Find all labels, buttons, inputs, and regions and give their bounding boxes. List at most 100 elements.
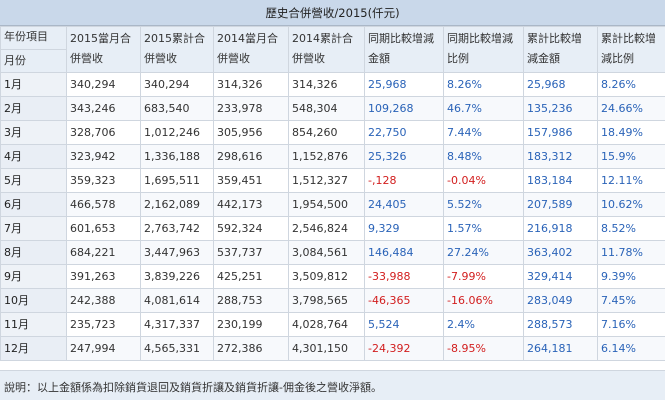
table-body: 1月 340,294 340,294 314,326 314,326 25,968 8.26… [0,72,665,361]
cell-yoy-amount: -,128 [364,168,444,193]
header-text-line2: 併營收 [217,52,250,65]
cell-2015-monthly: 601,653 [66,216,141,241]
cell-yoy-amount: 5,524 [364,312,444,337]
cell-yoy-ratio: -8.95% [443,336,524,361]
cell-cum-ratio: 8.52% [597,216,665,241]
cell-yoy-amount: -46,365 [364,288,444,313]
cell-month: 1月 [0,72,67,97]
cell-2014-monthly: 230,199 [213,312,289,337]
cell-yoy-ratio: 27.24% [443,240,524,265]
cell-month: 4月 [0,144,67,169]
header-year-item: 年份項目 月份 [0,26,67,73]
header-text-line1: 2014累計合 [292,32,353,45]
cell-yoy-ratio: -0.04% [443,168,524,193]
cell-month: 8月 [0,240,67,265]
header-text-line1: 同期比較增減 [368,32,434,45]
table-row: 2月 343,246 683,540 233,978 548,304 109,268 46.… [0,96,665,121]
header-text-line2: 比例 [447,52,469,65]
table-row: 3月 328,706 1,012,246 305,956 854,260 22,750 7.… [0,120,665,145]
cell-cum-amount: 264,181 [523,336,598,361]
header-2014-cumulative: 2014累計合 併營收 [288,26,365,73]
header-yoy-amount: 同期比較增減 金額 [364,26,444,73]
cell-2015-cumulative: 3,839,226 [140,264,214,289]
header-2014-monthly: 2014當月合 併營收 [213,26,289,73]
header-text-line1: 同期比較增減 [447,32,513,45]
cell-cum-ratio: 7.45% [597,288,665,313]
cell-2015-cumulative: 1,695,511 [140,168,214,193]
header-cum-ratio: 累計比較增 減比例 [597,26,665,73]
cell-2014-monthly: 359,451 [213,168,289,193]
cell-cum-ratio: 7.16% [597,312,665,337]
header-text-line2: 減金額 [527,52,560,65]
table-row: 10月 242,388 4,081,614 288,753 3,798,565 -46,3… [0,288,665,313]
cell-2014-cumulative: 1,152,876 [288,144,365,169]
cell-cum-ratio: 18.49% [597,120,665,145]
cell-2015-monthly: 391,263 [66,264,141,289]
cell-month: 12月 [0,336,67,361]
cell-2014-monthly: 305,956 [213,120,289,145]
cell-2015-cumulative: 4,565,331 [140,336,214,361]
cell-month: 6月 [0,192,67,217]
cell-yoy-ratio: 1.57% [443,216,524,241]
cell-2015-monthly: 328,706 [66,120,141,145]
cell-2015-monthly: 242,388 [66,288,141,313]
cell-2015-monthly: 466,578 [66,192,141,217]
cell-cum-ratio: 12.11% [597,168,665,193]
table-row: 8月 684,221 3,447,963 537,737 3,084,561 146,48… [0,240,665,265]
cell-2014-monthly: 298,616 [213,144,289,169]
header-text-line2: 減比例 [601,52,634,65]
cell-2015-cumulative: 2,763,742 [140,216,214,241]
cell-cum-amount: 135,236 [523,96,598,121]
cell-2015-cumulative: 3,447,963 [140,240,214,265]
cell-yoy-ratio: 8.26% [443,72,524,97]
header-yoy-ratio: 同期比較增減 比例 [443,26,524,73]
cell-cum-amount: 183,312 [523,144,598,169]
cell-yoy-amount: 22,750 [364,120,444,145]
table-row: 6月 466,578 2,162,089 442,173 1,954,500 24,405… [0,192,665,217]
cell-cum-ratio: 10.62% [597,192,665,217]
cell-yoy-amount: 25,326 [364,144,444,169]
cell-2014-cumulative: 3,509,812 [288,264,365,289]
cell-2015-monthly: 343,246 [66,96,141,121]
header-first-top: 年份項目 [1,28,66,50]
cell-cum-amount: 25,968 [523,72,598,97]
cell-2014-cumulative: 1,954,500 [288,192,365,217]
cell-cum-ratio: 15.9% [597,144,665,169]
cell-2015-cumulative: 340,294 [140,72,214,97]
cell-yoy-ratio: 46.7% [443,96,524,121]
cell-2015-cumulative: 4,317,337 [140,312,214,337]
table-row: 7月 601,653 2,763,742 592,324 2,546,824 9,329 1… [0,216,665,241]
cell-2015-monthly: 359,323 [66,168,141,193]
cell-yoy-ratio: 8.48% [443,144,524,169]
cell-2015-monthly: 235,723 [66,312,141,337]
cell-cum-amount: 329,414 [523,264,598,289]
cell-month: 3月 [0,120,67,145]
cell-2014-monthly: 442,173 [213,192,289,217]
cell-2014-monthly: 272,386 [213,336,289,361]
cell-yoy-ratio: 7.44% [443,120,524,145]
cell-cum-ratio: 8.26% [597,72,665,97]
cell-2014-monthly: 592,324 [213,216,289,241]
header-text-line2: 併營收 [70,52,103,65]
table-title: 歷史合併營收/2015(仟元) [0,0,665,26]
cell-2014-monthly: 537,737 [213,240,289,265]
cell-2014-monthly: 288,753 [213,288,289,313]
cell-cum-amount: 363,402 [523,240,598,265]
cell-2014-monthly: 233,978 [213,96,289,121]
cell-2014-cumulative: 314,326 [288,72,365,97]
cell-2014-cumulative: 3,084,561 [288,240,365,265]
cell-2015-cumulative: 2,162,089 [140,192,214,217]
cell-yoy-ratio: -16.06% [443,288,524,313]
header-text-line2: 金額 [368,52,390,65]
cell-yoy-amount: -33,988 [364,264,444,289]
cell-cum-amount: 283,049 [523,288,598,313]
table-row: 11月 235,723 4,317,337 230,199 4,028,764 5,524… [0,312,665,337]
cell-month: 9月 [0,264,67,289]
footnote: 說明：以上金額係為扣除銷貨退回及銷貨折讓及銷貨折讓-佣金後之營收淨額。 [0,370,665,400]
cell-yoy-ratio: 2.4% [443,312,524,337]
cell-2015-monthly: 247,994 [66,336,141,361]
table-row: 12月 247,994 4,565,331 272,386 4,301,150 -24,3… [0,336,665,361]
cell-2014-cumulative: 4,028,764 [288,312,365,337]
cell-2015-monthly: 323,942 [66,144,141,169]
